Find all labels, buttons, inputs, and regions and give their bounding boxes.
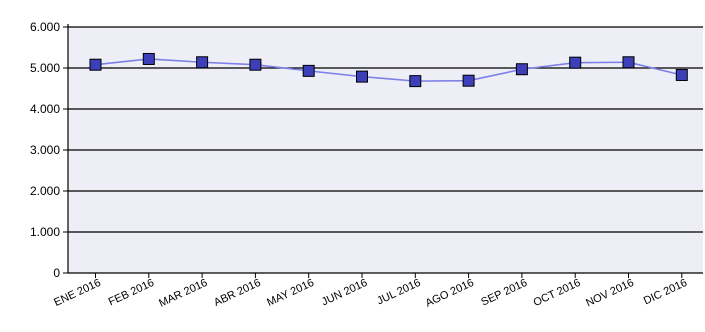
x-tick-label: DIC 2016 xyxy=(642,277,689,308)
x-tick-label: JUL 2016 xyxy=(375,277,422,308)
x-tick-label: ENE 2016 xyxy=(52,277,103,309)
data-point xyxy=(569,56,582,69)
series-group xyxy=(89,52,688,88)
data-point xyxy=(356,70,368,83)
x-tick-label: FEB 2016 xyxy=(107,277,156,309)
x-tick-label: JUN 2016 xyxy=(320,277,369,309)
x-tick-label: MAR 2016 xyxy=(157,277,209,310)
x-axis-labels: ENE 2016 FEB 2016 MAR 2016 ABR 2016 MAY 2016… xyxy=(52,277,689,310)
y-tick-label: 6.000 xyxy=(30,20,60,34)
data-point xyxy=(89,58,102,71)
data-point xyxy=(142,52,155,65)
series-line xyxy=(95,58,682,82)
data-point xyxy=(462,74,475,87)
x-tick-label: AGO 2016 xyxy=(424,277,476,310)
data-point xyxy=(249,58,262,71)
y-tick-label: 0 xyxy=(53,266,60,280)
data-point xyxy=(515,63,528,76)
x-tick-label: NOV 2016 xyxy=(584,277,636,310)
x-axis-ticks xyxy=(95,273,683,278)
y-tick-label: 4.000 xyxy=(30,102,60,116)
data-point xyxy=(302,64,315,77)
data-point xyxy=(196,56,209,69)
gridlines xyxy=(63,26,703,274)
y-tick-label: 5.000 xyxy=(30,61,60,75)
data-point xyxy=(622,56,635,69)
x-tick-label: OCT 2016 xyxy=(532,277,583,309)
y-tick-label: 1.000 xyxy=(30,225,60,239)
data-point xyxy=(409,75,422,88)
x-tick-label: ABR 2016 xyxy=(212,277,263,309)
data-point xyxy=(675,68,688,81)
y-tick-label: 2.000 xyxy=(30,184,60,198)
y-tick-label: 3.000 xyxy=(30,143,60,157)
x-tick-label: MAY 2016 xyxy=(265,277,316,309)
x-tick-label: SEP 2016 xyxy=(479,277,529,309)
y-axis-labels: 0 1.000 2.000 3.000 4.000 5.000 6.000 xyxy=(30,20,60,280)
